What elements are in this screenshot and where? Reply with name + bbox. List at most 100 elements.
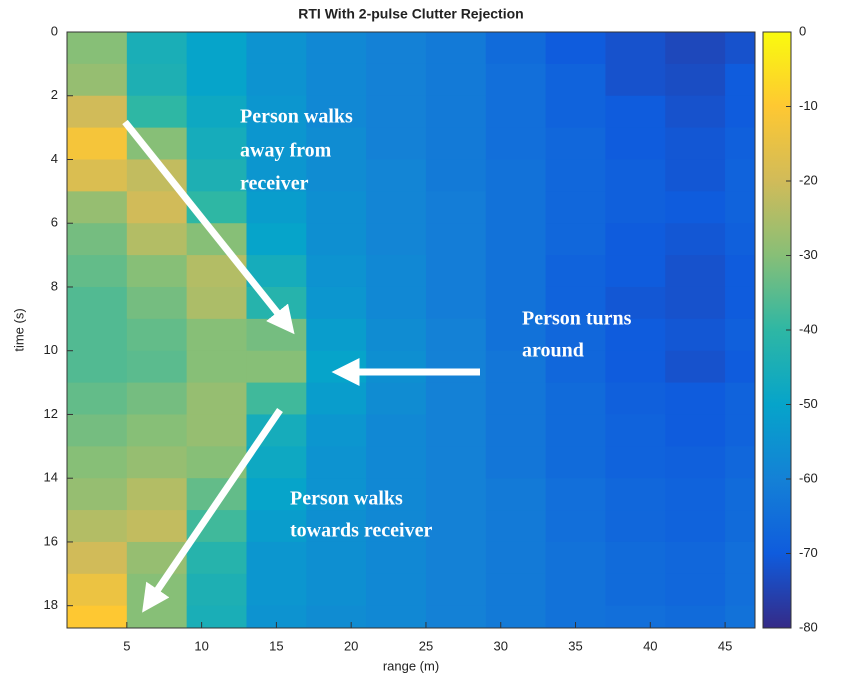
heat-cell — [725, 255, 756, 288]
heat-cell — [186, 318, 247, 352]
annotation: towards receiver — [290, 520, 432, 542]
colorbar-tick-label: -30 — [799, 247, 818, 262]
heat-cell — [545, 414, 606, 447]
heat-cell — [186, 605, 247, 629]
heat-cell — [605, 191, 666, 224]
heat-cell — [186, 350, 247, 384]
heat-cell — [67, 223, 128, 256]
heat-cell — [605, 159, 666, 192]
arrow — [142, 408, 283, 613]
heat-cell — [725, 286, 756, 320]
heat-cell — [425, 127, 487, 160]
annotation: receiver — [240, 173, 309, 195]
heat-cell — [605, 286, 666, 320]
x-tick-label: 35 — [568, 638, 582, 653]
chart-title: RTI With 2-pulse Clutter Rejection — [298, 6, 523, 22]
x-tick-label: 15 — [269, 638, 283, 653]
heat-cell — [545, 223, 606, 256]
heat-cell — [366, 350, 427, 384]
heat-cell — [67, 446, 128, 479]
heat-cell — [306, 541, 367, 575]
y-axis-label: time (s) — [11, 308, 26, 351]
heat-cell — [126, 382, 188, 415]
heatmap — [67, 32, 756, 629]
heat-cell — [67, 255, 128, 288]
heat-cell — [366, 541, 427, 575]
heat-cell — [605, 541, 666, 575]
heat-cell — [665, 191, 726, 224]
heat-cell — [665, 510, 726, 543]
x-tick-label: 20 — [344, 638, 358, 653]
y-tick-label: 8 — [51, 278, 58, 293]
heat-cell — [485, 478, 547, 511]
heat-cell — [665, 605, 726, 629]
plot-frame — [66, 31, 756, 629]
heat-cell — [485, 127, 547, 160]
heat-cell — [306, 127, 367, 160]
heat-cell — [246, 446, 307, 479]
y-tick-label: 18 — [44, 597, 58, 612]
heat-cell — [425, 191, 487, 224]
heat-cell — [545, 446, 606, 479]
heat-cell — [545, 127, 606, 160]
heat-cell — [126, 255, 188, 288]
heat-cell — [67, 478, 128, 511]
heat-cell — [425, 159, 487, 192]
y-tick-label: 12 — [44, 406, 58, 421]
axes: 5 10 15 20 25 30 35 40 45 0 2 4 6 8 10 12 14 16 18 — [44, 23, 756, 653]
heat-cell — [366, 382, 427, 415]
heat-cell — [545, 605, 606, 629]
heat-cell — [366, 95, 427, 129]
heat-cell — [366, 446, 427, 479]
heat-cell — [366, 223, 427, 256]
colorbar-tick-label: -50 — [799, 396, 818, 411]
x-tick-label: 40 — [643, 638, 657, 653]
heat-cell — [725, 541, 756, 575]
heat-cell — [485, 318, 547, 352]
heat-cell — [605, 478, 666, 511]
heat-cell — [665, 414, 726, 447]
heat-cell — [67, 318, 128, 352]
heat-cell — [545, 286, 606, 320]
colorbar-tick-label: -20 — [799, 172, 818, 187]
heat-cell — [605, 95, 666, 129]
heat-cell — [665, 350, 726, 384]
heat-cell — [306, 63, 367, 97]
heat-cell — [126, 286, 188, 320]
heat-cell — [425, 446, 487, 479]
heat-cell — [186, 382, 247, 415]
y-tick-label: 10 — [44, 342, 58, 357]
heat-cell — [366, 191, 427, 224]
heat-cell — [126, 478, 188, 511]
heat-cell — [425, 255, 487, 288]
y-tick-label: 0 — [51, 23, 58, 38]
heat-cell — [485, 32, 547, 65]
heat-cell — [306, 255, 367, 288]
heat-cell — [545, 478, 606, 511]
heat-cell — [665, 286, 726, 320]
heat-cell — [485, 286, 547, 320]
heat-cell — [725, 446, 756, 479]
heat-cell — [126, 510, 188, 543]
heat-cell — [246, 191, 307, 224]
heat-cell — [545, 382, 606, 415]
heat-cell — [425, 95, 487, 129]
x-tick-label: 5 — [123, 638, 130, 653]
heat-cell — [725, 127, 756, 160]
annotation: around — [522, 340, 584, 362]
heat-cell — [665, 382, 726, 415]
heat-cell — [67, 127, 128, 160]
heat-cell — [67, 191, 128, 224]
heat-cell — [725, 478, 756, 511]
heat-cell — [725, 605, 756, 629]
heat-cell — [186, 127, 247, 160]
heat-cell — [725, 318, 756, 352]
heat-cell — [545, 191, 606, 224]
heat-cell — [306, 605, 367, 629]
annotations: Person walks away from receiver Person t… — [122, 106, 632, 613]
heat-cell — [366, 414, 427, 447]
heat-cell — [366, 573, 427, 607]
heat-cell — [366, 159, 427, 192]
heat-cell — [67, 32, 128, 65]
